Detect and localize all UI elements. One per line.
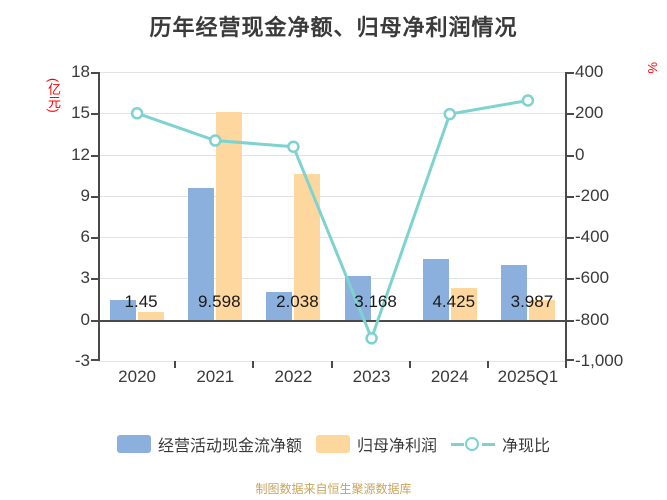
x-axis-label-2025Q1: 2025Q1 (497, 367, 559, 386)
gridline (98, 154, 567, 156)
legend-item-operating-cashflow[interactable]: 经营活动现金流净额 (116, 432, 302, 456)
axis-tick (567, 237, 574, 240)
axis-tick (91, 154, 98, 157)
left-tick-label: 0 (80, 309, 90, 329)
zero-axis-line (98, 319, 567, 322)
gridline (98, 113, 567, 115)
x-axis-label-2022: 2022 (274, 367, 313, 386)
left-tick-label: 15 (71, 103, 90, 123)
legend-label: 净现比 (502, 438, 551, 455)
left-tick-label: 6 (80, 227, 90, 247)
legend-item-net-profit[interactable]: 归母净利润 (315, 432, 437, 456)
axis-tick (567, 278, 574, 281)
axis-tick (567, 195, 574, 198)
chart-title: 历年经营现金净额、归母净利润情况 (149, 15, 518, 40)
legend-item-net-cash-ratio[interactable]: 净现比 (451, 432, 550, 456)
data-label-2024: 4.425 (432, 291, 476, 311)
data-label-2025Q1: 3.987 (510, 291, 554, 311)
bar-orange-2021[interactable] (216, 111, 243, 320)
bar-blue-2020[interactable] (110, 299, 137, 320)
left-axis-line (98, 72, 100, 361)
left-tick-label: 9 (80, 185, 90, 205)
x-axis-tick (330, 361, 333, 368)
data-label-2020: 1.45 (124, 291, 158, 311)
left-tick-label: -3 (74, 351, 90, 370)
x-axis-label-2024: 2024 (430, 367, 469, 386)
right-axis-line (565, 72, 567, 361)
right-tick-label: -400 (575, 227, 610, 247)
right-tick-label: 400 (575, 62, 604, 81)
x-axis-label-2020: 2020 (118, 367, 156, 386)
plot-area (91, 72, 574, 368)
gridline (98, 237, 567, 239)
axis-tick (91, 278, 98, 281)
x-axis-tick (408, 361, 411, 368)
left-axis-unit-label: (亿元) (46, 78, 61, 113)
axis-tick (91, 359, 98, 361)
legend-swatch-blue (116, 435, 151, 453)
x-axis-tick (486, 361, 489, 368)
right-tick-label: -800 (575, 309, 610, 329)
bar-orange-2020[interactable] (138, 312, 165, 320)
right-tick-label: 0 (575, 144, 585, 164)
right-tick-label: -600 (575, 268, 610, 288)
axis-tick (567, 72, 574, 74)
left-axis-tick-labels: 18 15 12 9 6 3 0 -3 (0, 62, 90, 370)
axis-tick (567, 154, 574, 157)
x-axis-tick (252, 361, 255, 368)
data-label-2021: 9.598 (197, 291, 241, 311)
right-tick-label: 200 (575, 103, 604, 123)
data-label-2023: 3.168 (354, 291, 397, 311)
axis-tick (91, 113, 98, 116)
x-axis-tick (565, 361, 567, 368)
right-tick-label: -200 (575, 185, 610, 205)
axis-tick (91, 195, 98, 198)
gridline (98, 361, 567, 362)
axis-tick (91, 319, 98, 322)
axis-tick (567, 319, 574, 322)
gridline (98, 72, 567, 73)
chart-source-footer: 制图数据来自恒生聚源数据库 (255, 482, 412, 496)
left-tick-label: 18 (71, 62, 90, 81)
axis-tick (567, 113, 574, 116)
right-tick-label: -1,000 (575, 351, 624, 370)
right-axis-unit-label: % (645, 62, 660, 74)
left-tick-label: 12 (71, 144, 90, 164)
left-tick-label: 3 (80, 268, 90, 288)
x-axis-label-2023: 2023 (352, 367, 391, 386)
axis-tick (567, 359, 574, 361)
legend-swatch-orange (315, 435, 350, 453)
bar-orange-2025Q1[interactable] (528, 300, 555, 320)
right-axis-tick-labels: 400 200 0 -200 -400 -600 -800 -1,000 (575, 62, 667, 370)
x-axis-tick (174, 361, 177, 368)
axis-tick (91, 237, 98, 240)
axis-tick (91, 72, 98, 74)
gridline (98, 278, 567, 280)
data-label-2022: 2.038 (276, 291, 319, 311)
legend-line-marker-icon (451, 435, 495, 453)
legend-label: 归母净利润 (356, 438, 437, 455)
x-axis-label-2021: 2021 (196, 367, 235, 386)
gridline (98, 195, 567, 197)
legend-label: 经营活动现金流净额 (157, 438, 302, 455)
chart-legend: 经营活动现金流净额 归母净利润 净现比 (0, 432, 667, 456)
